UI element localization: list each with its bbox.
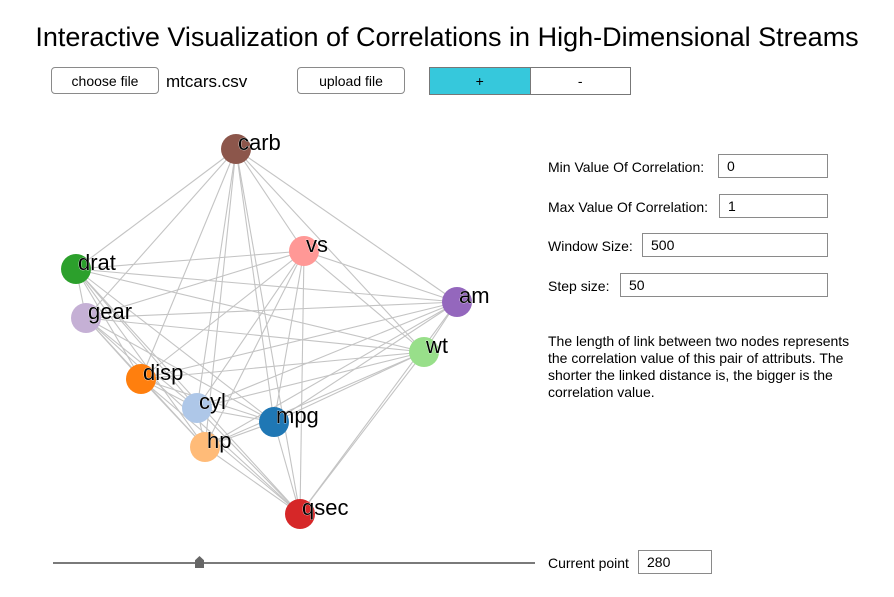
node-label-cyl: cyl — [199, 389, 226, 414]
current-point-label: Current point — [548, 555, 629, 571]
graph-links — [75, 148, 458, 515]
node-label-carb: carb — [238, 130, 281, 155]
link-cyl-qsec — [196, 407, 301, 515]
link-am-cyl — [196, 301, 458, 409]
time-slider-track[interactable] — [53, 562, 535, 564]
node-circle-drat[interactable] — [61, 254, 91, 284]
link-vs-wt — [303, 250, 425, 353]
node-label-wt: wt — [425, 333, 448, 358]
link-carb-mpg — [235, 148, 275, 423]
link-carb-gear — [85, 148, 237, 319]
node-circle-vs[interactable] — [289, 236, 319, 266]
link-carb-disp — [140, 148, 237, 380]
node-circle-carb[interactable] — [221, 134, 251, 164]
link-drat-hp — [75, 268, 206, 448]
node-cyl[interactable]: cyl — [182, 389, 226, 423]
node-label-drat: drat — [78, 250, 116, 275]
node-vs[interactable]: vs — [289, 232, 328, 266]
node-circle-disp[interactable] — [126, 364, 156, 394]
link-drat-am — [75, 268, 458, 303]
upload-file-button[interactable]: upload file — [297, 67, 405, 94]
link-drat-disp — [75, 268, 142, 380]
current-point-input[interactable] — [638, 550, 712, 574]
link-gear-cyl — [85, 317, 198, 409]
node-label-vs: vs — [306, 232, 328, 257]
time-slider-thumb[interactable] — [195, 556, 204, 568]
node-circle-gear[interactable] — [71, 303, 101, 333]
file-name: mtcars.csv — [166, 72, 248, 91]
min-correlation-label: Min Value Of Correlation: — [548, 159, 705, 175]
link-wt-cyl — [196, 351, 425, 409]
link-wt-hp — [204, 351, 425, 448]
link-am-disp — [140, 301, 458, 380]
link-am-qsec — [299, 301, 458, 515]
link-wt-qsec — [299, 351, 425, 515]
node-circle-qsec[interactable] — [285, 499, 315, 529]
link-carb-wt — [235, 148, 425, 353]
node-label-hp: hp — [207, 428, 231, 453]
node-wt[interactable]: wt — [409, 333, 448, 367]
node-circle-wt[interactable] — [409, 337, 439, 367]
node-qsec[interactable]: qsec — [285, 495, 349, 529]
min-correlation-input[interactable] — [718, 154, 828, 178]
window-size-input[interactable] — [642, 233, 828, 257]
link-am-mpg — [273, 301, 458, 423]
node-circle-am[interactable] — [442, 287, 472, 317]
node-circle-mpg[interactable] — [259, 407, 289, 437]
description-text: The length of link between two nodes rep… — [548, 333, 850, 400]
link-gear-wt — [85, 317, 425, 353]
link-carb-vs — [235, 148, 305, 252]
link-disp-hp — [140, 378, 206, 448]
zoom-control: + - — [429, 67, 631, 95]
max-correlation-label: Max Value Of Correlation: — [548, 199, 709, 215]
node-label-am: am — [459, 283, 490, 308]
link-carb-qsec — [235, 148, 301, 515]
step-size-input[interactable] — [620, 273, 828, 297]
node-mpg[interactable]: mpg — [259, 403, 319, 437]
node-disp[interactable]: disp — [126, 360, 184, 394]
link-drat-qsec — [75, 268, 301, 515]
step-size-label: Step size: — [548, 278, 610, 294]
node-hp[interactable]: hp — [190, 428, 232, 462]
link-vs-hp — [204, 250, 305, 448]
link-vs-disp — [140, 250, 305, 380]
link-drat-cyl — [75, 268, 198, 409]
node-carb[interactable]: carb — [221, 130, 281, 164]
node-gear[interactable]: gear — [71, 299, 132, 333]
node-circle-cyl[interactable] — [182, 393, 212, 423]
window-size-label: Window Size: — [548, 238, 633, 254]
node-circle-hp[interactable] — [190, 432, 220, 462]
link-disp-qsec — [140, 378, 301, 515]
link-carb-am — [235, 148, 458, 303]
link-vs-cyl — [196, 250, 305, 409]
zoom-in-button[interactable]: + — [430, 68, 531, 94]
node-label-disp: disp — [143, 360, 183, 385]
link-carb-cyl — [196, 148, 237, 409]
link-carb-hp — [204, 148, 237, 448]
zoom-out-button[interactable]: - — [530, 68, 630, 94]
node-label-qsec: qsec — [302, 495, 348, 520]
link-gear-mpg — [85, 317, 275, 423]
node-drat[interactable]: drat — [61, 250, 116, 284]
link-vs-drat — [75, 250, 305, 270]
link-wt-disp — [140, 351, 425, 380]
link-mpg-qsec — [273, 421, 301, 515]
link-am-gear — [85, 301, 458, 319]
link-drat-mpg — [75, 268, 275, 423]
choose-file-button[interactable]: choose file — [51, 67, 159, 94]
max-correlation-input[interactable] — [719, 194, 828, 218]
link-wt-mpg — [273, 351, 425, 423]
node-label-gear: gear — [88, 299, 132, 324]
link-vs-am — [303, 250, 458, 303]
node-label-mpg: mpg — [276, 403, 319, 428]
page-title: Interactive Visualization of Correlation… — [35, 22, 859, 52]
link-vs-gear — [85, 250, 305, 319]
link-hp-qsec — [204, 446, 301, 515]
link-vs-mpg — [273, 250, 305, 423]
link-carb-drat — [75, 148, 237, 270]
node-am[interactable]: am — [442, 283, 490, 317]
